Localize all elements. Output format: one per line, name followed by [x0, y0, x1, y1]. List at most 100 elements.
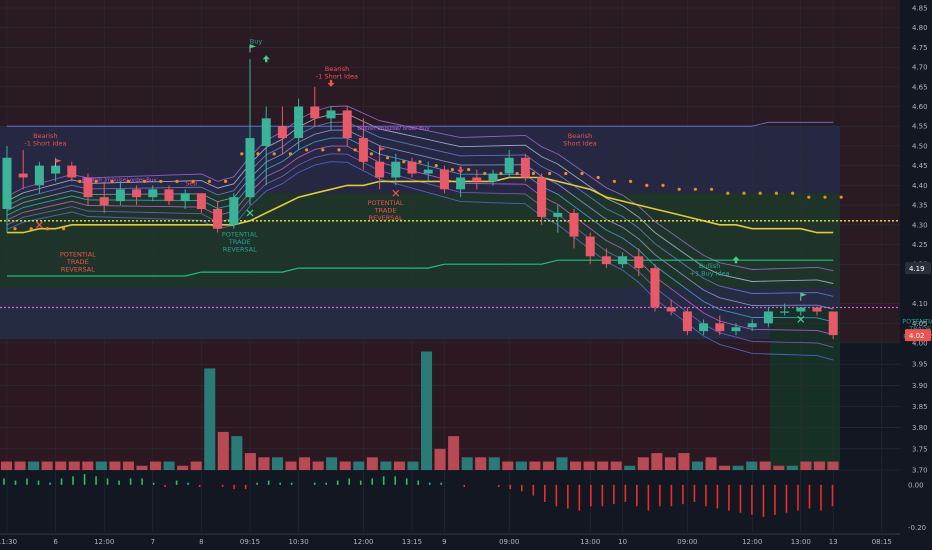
- volume-bar: [150, 461, 162, 470]
- volume-tick-label: 3.80: [912, 424, 928, 432]
- signal-label-line: POTENTIAL: [368, 199, 404, 207]
- price-tick-label: 4.25: [912, 241, 928, 249]
- trailing-stop-dot: [450, 167, 454, 172]
- volume-bar: [339, 461, 351, 470]
- price-badges: 4.19 4.02: [905, 262, 931, 342]
- volume-bar: [773, 465, 785, 470]
- signal-label-line: +1 Buy Idea: [690, 270, 730, 278]
- volume-bar: [475, 457, 487, 470]
- time-tick-label: 12:00: [94, 538, 114, 546]
- volume-tick-label: 3.70: [912, 467, 928, 475]
- moving-average-ribbon: [6, 105, 834, 361]
- volume-tick-label: 3.75: [912, 445, 928, 453]
- volume-bar: [28, 461, 40, 470]
- zone-green: [0, 193, 840, 288]
- candle-body: [51, 165, 61, 174]
- signal-label-line: Sell: [185, 179, 197, 187]
- trailing-stop-dot: [13, 227, 17, 231]
- upper-band-line: [7, 121, 834, 127]
- signal-label-line: POTENTIAL: [60, 250, 96, 258]
- signal-label-line: TRADE: [66, 258, 89, 266]
- candle-body: [358, 138, 368, 162]
- flag-icon: [250, 44, 256, 49]
- candle-body: [132, 189, 142, 198]
- volume-bar: [746, 461, 758, 470]
- volume-bar: [380, 461, 392, 470]
- volume-bar: [732, 465, 744, 470]
- trailing-stop-dot: [645, 183, 649, 187]
- signal-label: Bearish Short Idea: [563, 132, 597, 148]
- candle-body: [67, 165, 77, 178]
- trailing-stop-dots: [13, 148, 843, 231]
- candle-body: [245, 138, 255, 198]
- ma-line: [6, 129, 834, 310]
- ma-line: [6, 137, 834, 323]
- x-icon: [246, 209, 254, 217]
- background-zones: [0, 0, 900, 470]
- candle-body: [504, 157, 514, 174]
- volume-bar: [651, 453, 663, 470]
- trailing-stop-dot: [337, 148, 341, 152]
- arrow-up-icon: [732, 256, 740, 264]
- trailing-stop-dot: [369, 152, 373, 156]
- signal-markers: [35, 44, 807, 323]
- candle-body: [439, 169, 449, 190]
- candle-body: [34, 165, 44, 186]
- trailing-stop-dot: [240, 152, 244, 156]
- trailing-stop-dot: [596, 175, 600, 180]
- candle-body: [213, 209, 223, 229]
- volume-bar: [610, 461, 622, 470]
- trailing-stop-dot: [29, 227, 33, 231]
- trailing-stop-dot: [531, 171, 536, 176]
- trailing-stop-dot: [758, 191, 762, 195]
- candle-body: [342, 110, 352, 139]
- volume-bar: [542, 461, 554, 470]
- trailing-stop-dot: [62, 227, 66, 231]
- trailing-stop-dot: [629, 179, 633, 184]
- signal-label-line: REVERSAL: [223, 246, 257, 254]
- price-tick-label: 4.10: [912, 300, 928, 308]
- candle-body: [682, 311, 692, 332]
- candle-body: [780, 311, 790, 313]
- signal-label-line: Bullish: [699, 262, 721, 270]
- volume-bar: [529, 461, 541, 470]
- trailing-stop-dot: [467, 167, 471, 172]
- arrow-down-icon: [457, 166, 465, 174]
- price-tick-label: 4.80: [912, 24, 928, 32]
- signal-label-line: Bearish: [33, 132, 57, 140]
- volume-bar: [624, 465, 636, 470]
- price-axis[interactable]: 4.85 4.80 4.75 4.70 4.65 4.60 4.55 4.50 4.45 4.40…: [908, 5, 928, 533]
- volume-bar: [68, 461, 80, 470]
- trailing-stop-dot: [94, 179, 98, 184]
- volume-bar: [786, 465, 798, 470]
- trailing-stop-dot: [823, 195, 827, 199]
- volume-bar: [122, 461, 134, 470]
- signal-label-line: Bearish: [325, 65, 349, 73]
- volume-bar: [421, 351, 433, 470]
- volume-bar: [353, 461, 365, 470]
- trailing-stop-dot: [386, 156, 390, 160]
- price-tick-label: 4.30: [912, 221, 928, 229]
- volume-bar: [434, 448, 446, 470]
- trailing-stop-dot: [548, 171, 552, 176]
- signal-label-line: TRADE: [908, 325, 931, 333]
- price-badge: [905, 329, 931, 342]
- trailing-stop-dot: [256, 152, 260, 156]
- trailing-stop-dot: [564, 171, 568, 176]
- volume-bar: [570, 461, 582, 470]
- price-tick-label: 4.50: [912, 142, 928, 150]
- trailing-stop-dot: [499, 171, 503, 176]
- ma-line: [6, 121, 834, 297]
- price-tick-label: 4.65: [912, 83, 928, 91]
- volume-bar: [393, 461, 405, 470]
- trailing-stop-dot: [807, 195, 811, 199]
- volume-tick-label: 3.90: [912, 382, 928, 390]
- candle-body: [488, 173, 498, 182]
- volume-bar: [827, 461, 839, 470]
- price-tick-label: 4.40: [912, 182, 928, 190]
- time-axis[interactable]: 11:30 6 12:00 7 8 09:15 10:30 12:00 13:15 9 09:00 1…: [0, 538, 892, 546]
- trailing-stop-dot: [288, 152, 292, 156]
- volume-bar: [231, 436, 243, 470]
